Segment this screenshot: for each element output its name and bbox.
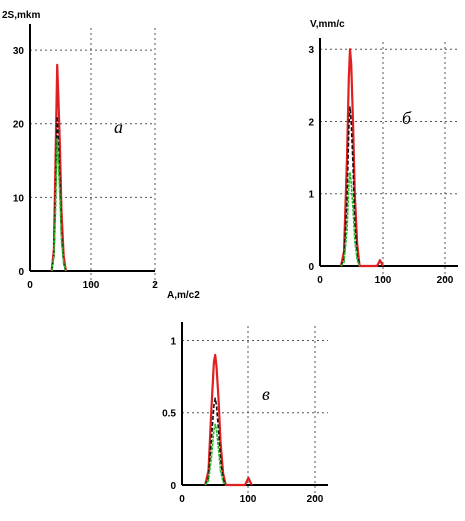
panel-letter: a: [114, 117, 123, 137]
series-line: [340, 106, 361, 267]
series-line: [204, 397, 227, 486]
y-axis-title: V,mm/c: [310, 19, 345, 30]
series-line: [204, 353, 253, 487]
series-line: [204, 423, 227, 486]
panel-b: 0 1 2 3 0 100 200 V,mm/c б: [308, 19, 458, 286]
y-tick-label: 10: [13, 193, 25, 204]
x-tick-label: 200: [307, 494, 324, 505]
y-tick-label: 0: [18, 267, 24, 278]
panel-v: 0 0.5 1 0 100 200 A,m/c2 в: [162, 290, 328, 505]
x-tick-label: 2: [152, 280, 158, 291]
series-line: [340, 171, 361, 267]
y-tick-label: 30: [13, 46, 25, 57]
series-line: [50, 115, 67, 272]
panel-letter: б: [402, 108, 412, 128]
x-tick-label: 100: [83, 280, 100, 291]
y-axis-title: 2S,mkm: [2, 10, 40, 21]
y-tick-label: 1: [308, 190, 314, 201]
y-tick-label: 0: [308, 262, 314, 273]
y-tick-label: 0: [170, 481, 176, 492]
x-tick-label: 0: [317, 275, 323, 286]
x-tick-label: 200: [437, 275, 454, 286]
y-tick-label: 2: [308, 117, 314, 128]
panel-a: 0 10 20 30 0 100 2 2S,mkm a: [2, 10, 158, 291]
y-tick-label: 3: [308, 45, 314, 56]
panel-letter: в: [262, 384, 270, 404]
x-tick-label: 0: [179, 494, 185, 505]
y-tick-label: 0.5: [162, 409, 176, 420]
x-tick-label: 100: [240, 494, 257, 505]
y-tick-label: 20: [13, 120, 25, 131]
series-line: [50, 137, 67, 272]
series-line: [339, 48, 384, 268]
y-axis-title: A,m/c2: [167, 290, 200, 301]
x-tick-label: 100: [375, 275, 392, 286]
y-tick-label: 1: [170, 336, 176, 347]
x-tick-label: 0: [27, 280, 33, 291]
